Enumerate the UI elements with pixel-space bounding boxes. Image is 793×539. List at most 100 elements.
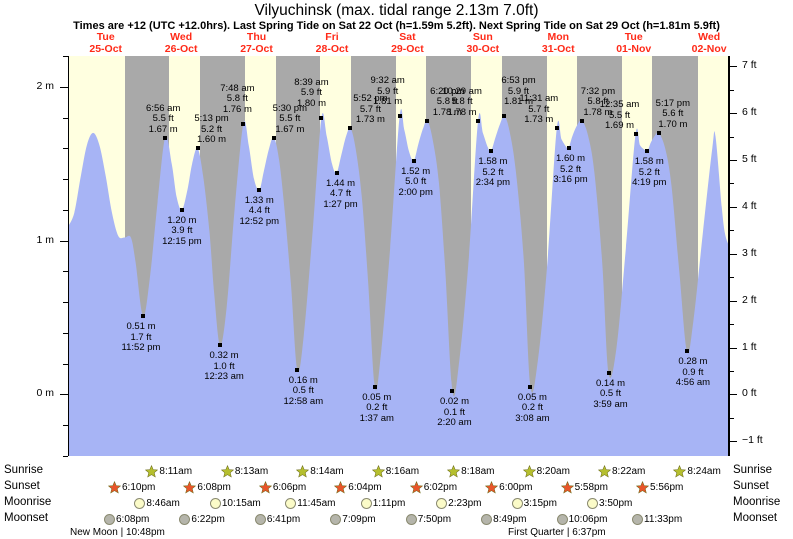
sunrise-cell-2: 8:14am bbox=[296, 465, 344, 478]
sunrise-cell-6: 8:22am bbox=[598, 465, 645, 478]
tide-extreme-dot bbox=[295, 367, 300, 372]
star-shape-icon bbox=[183, 481, 197, 494]
moonset-cell-6: 10:06pm bbox=[556, 514, 607, 525]
tide-extreme-dot bbox=[528, 384, 533, 389]
star-shape-icon bbox=[220, 465, 234, 478]
y-tick-right bbox=[729, 371, 734, 372]
tide-label-ft: 5.6 ft bbox=[662, 108, 684, 120]
moon-circle-icon bbox=[511, 498, 523, 509]
tide-label-m: 1.73 m bbox=[355, 114, 385, 126]
tide-label-m: 1.78 m bbox=[583, 106, 613, 118]
tide-extreme-label-high-5: 7:48 am 5.8 ft 1.76 m bbox=[197, 82, 277, 116]
sunrise-cell-0-time: 8:11am bbox=[159, 466, 193, 477]
moon-circle-icon bbox=[556, 514, 568, 525]
tide-extreme-dot bbox=[195, 146, 200, 151]
moon-circle-icon bbox=[360, 498, 372, 509]
astro-row-label-moonrise: Moonrise bbox=[4, 496, 52, 508]
tide-extreme-dot bbox=[579, 118, 584, 123]
y-tick-left bbox=[60, 394, 68, 396]
tide-label-time: 7:48 am bbox=[220, 82, 255, 94]
sunrise-cell-1-time: 8:13am bbox=[234, 466, 269, 477]
tide-label-time: 5:13 pm bbox=[194, 113, 229, 125]
y-tick-left bbox=[63, 456, 68, 457]
tide-label-ft: 5.5 ft bbox=[152, 113, 174, 125]
day-header-dow: Fri bbox=[325, 31, 339, 43]
tide-label-ft: 0.5 ft bbox=[599, 388, 622, 400]
tide-label-m: 1.58 m bbox=[478, 156, 508, 168]
y-tick-left bbox=[63, 425, 68, 427]
moonrise-cell-1-time: 10:15am bbox=[221, 498, 261, 509]
moon-circle-icon bbox=[330, 514, 342, 525]
moonset-cell-4-time: 7:50pm bbox=[417, 514, 452, 525]
day-header-6: Mon 31-Oct bbox=[521, 31, 596, 55]
tide-label-ft: 5.2 ft bbox=[200, 123, 223, 135]
sunset-cell-6-time: 5:58pm bbox=[574, 482, 608, 493]
y-tick-right bbox=[729, 324, 734, 326]
tide-label-ft: 0.2 ft bbox=[366, 402, 388, 414]
moon-circle-icon bbox=[632, 514, 643, 525]
y-tick-left bbox=[63, 302, 68, 304]
tide-extreme-label-high-15: 6:20 pm 5.8 ft 1.78 m bbox=[407, 86, 487, 119]
sunset-cell-1-time: 6:08pm bbox=[197, 482, 231, 493]
tide-label-time: 11:31 am bbox=[519, 93, 559, 105]
tide-label-time: 1:37 am bbox=[359, 412, 394, 424]
day-header-date: 28-Oct bbox=[315, 42, 349, 55]
tide-label-ft: 3.9 ft bbox=[171, 225, 193, 237]
moonrise-cell-1: 10:15am bbox=[209, 498, 261, 509]
y-tick-right bbox=[729, 160, 737, 161]
sunrise-cell-0: 8:11am bbox=[145, 465, 192, 478]
day-header-dow: Sat bbox=[399, 31, 416, 43]
star-shape-icon bbox=[560, 481, 574, 494]
moonset-cell-0: 6:08pm bbox=[104, 514, 149, 525]
tide-label-time: 7:32 pm bbox=[580, 85, 616, 97]
day-header-dow: Thu bbox=[246, 31, 267, 43]
tide-extreme-dot bbox=[257, 187, 262, 192]
tide-label-m: 1.52 m bbox=[401, 165, 431, 177]
tide-extreme-dot bbox=[425, 118, 430, 123]
moon-circle-icon bbox=[254, 514, 266, 525]
y-tick-left bbox=[63, 332, 68, 334]
moon-circle-icon bbox=[104, 514, 115, 525]
tide-label-time: 3:08 am bbox=[515, 412, 550, 424]
sunset-cell-5: 6:00pm bbox=[485, 481, 533, 494]
y-tick-left bbox=[63, 271, 68, 273]
moonrise-cell-0-time: 8:46am bbox=[146, 498, 180, 509]
y-tick-right bbox=[729, 253, 737, 255]
tide-extreme-dot bbox=[684, 349, 689, 354]
tide-extreme-label-high-21: 11:31 am 5.7 ft 1.73 m bbox=[499, 94, 579, 126]
sunrise-cell-3: 8:16am bbox=[371, 465, 419, 478]
tide-label-ft: 5.8 ft bbox=[451, 96, 473, 108]
y-tick-right bbox=[729, 206, 737, 208]
tide-label-m: 0.05 m bbox=[362, 391, 392, 403]
tide-extreme-dot bbox=[645, 149, 650, 154]
star-shape-icon bbox=[108, 481, 121, 494]
tide-label-ft: 5.8 ft bbox=[436, 96, 458, 108]
star-shape-icon bbox=[636, 481, 649, 494]
star-shape-icon bbox=[447, 465, 461, 478]
moon-circle-icon bbox=[481, 514, 493, 525]
moonrise-cell-6: 3:50pm bbox=[587, 498, 632, 509]
star-shape-icon bbox=[485, 481, 499, 494]
tide-extreme-label-low-8: 0.16 m 0.5 ft 12:58 am bbox=[263, 375, 343, 408]
sunrise-cell-2-time: 8:14am bbox=[310, 466, 344, 477]
tide-label-m: 1.67 m bbox=[275, 123, 305, 135]
tide-label-ft: 5.2 ft bbox=[559, 163, 582, 175]
tide-label-m: 0.28 m bbox=[678, 356, 708, 368]
sunset-cell-5-time: 6:00pm bbox=[499, 482, 533, 493]
tide-label-ft: 5.8 ft bbox=[226, 93, 248, 105]
moonrise-cell-4-time: 2:23pm bbox=[448, 498, 482, 509]
moonrise-cell-6-time: 3:50pm bbox=[599, 498, 633, 509]
tide-extreme-label-low-10: 1.44 m 4.7 ft 1:27 pm bbox=[301, 178, 381, 211]
y-tick-right bbox=[729, 66, 737, 68]
tide-extreme-label-low-4: 0.32 m 1.0 ft 12:23 am bbox=[184, 351, 264, 383]
sunrise-cell-7-time: 8:24am bbox=[687, 466, 721, 477]
tide-label-ft: 0.5 ft bbox=[292, 385, 314, 397]
tide-label-ft: 5.5 ft bbox=[608, 109, 631, 121]
y-axis-label-right: 4 ft bbox=[742, 199, 757, 212]
day-header-date: 27-Oct bbox=[240, 42, 273, 55]
y-tick-right bbox=[729, 230, 734, 232]
tide-label-time: 4:19 pm bbox=[632, 177, 667, 189]
star-shape-icon bbox=[258, 481, 272, 494]
astro-row-label-moonset: Moonset bbox=[733, 512, 778, 524]
